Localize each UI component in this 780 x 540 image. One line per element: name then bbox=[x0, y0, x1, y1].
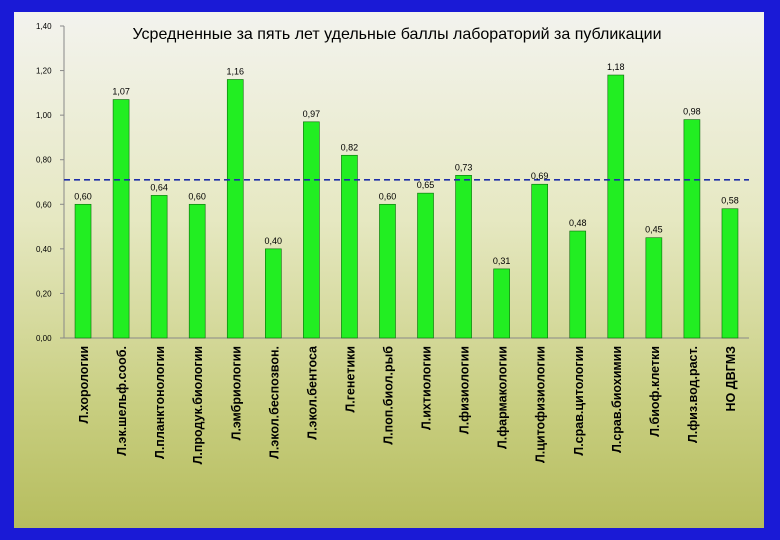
bar bbox=[531, 183, 548, 339]
bar bbox=[150, 195, 168, 339]
category-label: Л.срав.биохимии bbox=[610, 346, 624, 453]
bar-value-label: 0,58 bbox=[721, 196, 739, 206]
chart-title: Усредненные за пять лет удельные баллы л… bbox=[132, 26, 661, 43]
bar bbox=[379, 203, 396, 339]
y-tick-label: 0,60 bbox=[36, 200, 52, 209]
y-tick-label: 0,80 bbox=[36, 156, 52, 165]
category-label: Л.срав.цитологии bbox=[572, 346, 586, 456]
bar bbox=[645, 237, 663, 339]
bar bbox=[226, 79, 244, 339]
bar-value-label: 0,65 bbox=[417, 180, 435, 190]
bar bbox=[112, 99, 130, 339]
bar-value-label: 1,18 bbox=[607, 62, 625, 72]
bar-value-label: 0,60 bbox=[74, 191, 92, 201]
bar-value-label: 1,07 bbox=[112, 87, 130, 97]
category-label: Л.цитофизиологии bbox=[534, 346, 548, 463]
bar bbox=[303, 121, 320, 339]
bar bbox=[569, 230, 587, 339]
y-tick-label: 0,00 bbox=[36, 334, 52, 343]
y-tick-label: 0,40 bbox=[36, 245, 52, 254]
bar-value-label: 0,60 bbox=[188, 191, 206, 201]
category-label: Л.хорологии bbox=[77, 346, 91, 423]
y-tick-label: 1,00 bbox=[36, 111, 52, 120]
category-label: Л.биоф.клетки bbox=[648, 346, 662, 437]
bar-value-label: 0,48 bbox=[569, 218, 587, 228]
bar-value-label: 0,45 bbox=[645, 225, 663, 235]
category-label: Л.экол.беспозвон. bbox=[267, 346, 281, 459]
bar bbox=[455, 175, 472, 339]
category-label: Л.экол.бентоса bbox=[305, 345, 319, 440]
category-label: НО ДВГМЗ bbox=[724, 346, 738, 412]
bar bbox=[721, 208, 739, 339]
category-label: Л.физиологии bbox=[458, 346, 472, 434]
bar-value-label: 1,16 bbox=[226, 66, 244, 76]
category-label: Л.ихтиологии bbox=[420, 346, 434, 430]
bar bbox=[493, 268, 510, 339]
category-label: Л.физ.вод.раст. bbox=[686, 346, 700, 443]
category-label: Л.эк.шельф.сооб. bbox=[115, 346, 129, 456]
bar-value-label: 0,40 bbox=[265, 236, 283, 246]
bar bbox=[683, 119, 701, 339]
category-label: Л.эмбриологии bbox=[229, 346, 243, 440]
bar-value-label: 0,64 bbox=[150, 182, 168, 192]
bar-value-label: 0,73 bbox=[455, 162, 473, 172]
bar-value-label: 0,69 bbox=[531, 171, 549, 181]
category-label: Л.фармакологии bbox=[496, 346, 510, 449]
category-label: Л.генетики bbox=[343, 346, 357, 413]
bar-value-label: 0,82 bbox=[341, 142, 359, 152]
bar bbox=[341, 154, 358, 339]
bar bbox=[417, 192, 434, 339]
bar bbox=[265, 248, 282, 339]
category-label: Л.поп.биол.рыб bbox=[381, 346, 395, 445]
bar-value-label: 0,97 bbox=[303, 109, 321, 119]
bar bbox=[607, 74, 625, 339]
bar bbox=[74, 203, 92, 339]
bar-value-label: 0,31 bbox=[493, 256, 511, 266]
bar-chart: Усредненные за пять лет удельные баллы л… bbox=[36, 22, 749, 464]
category-label: Л.планктонологии bbox=[153, 346, 167, 459]
slide-background: Усредненные за пять лет удельные баллы л… bbox=[14, 12, 764, 528]
y-tick-label: 0,20 bbox=[36, 289, 52, 298]
y-tick-label: 1,20 bbox=[36, 67, 52, 76]
y-tick-label: 1,40 bbox=[36, 22, 52, 31]
bar-value-label: 0,98 bbox=[683, 107, 701, 117]
category-label: Л.продук.биологии bbox=[191, 346, 205, 464]
bar-value-label: 0,60 bbox=[379, 191, 397, 201]
bar bbox=[188, 203, 206, 339]
